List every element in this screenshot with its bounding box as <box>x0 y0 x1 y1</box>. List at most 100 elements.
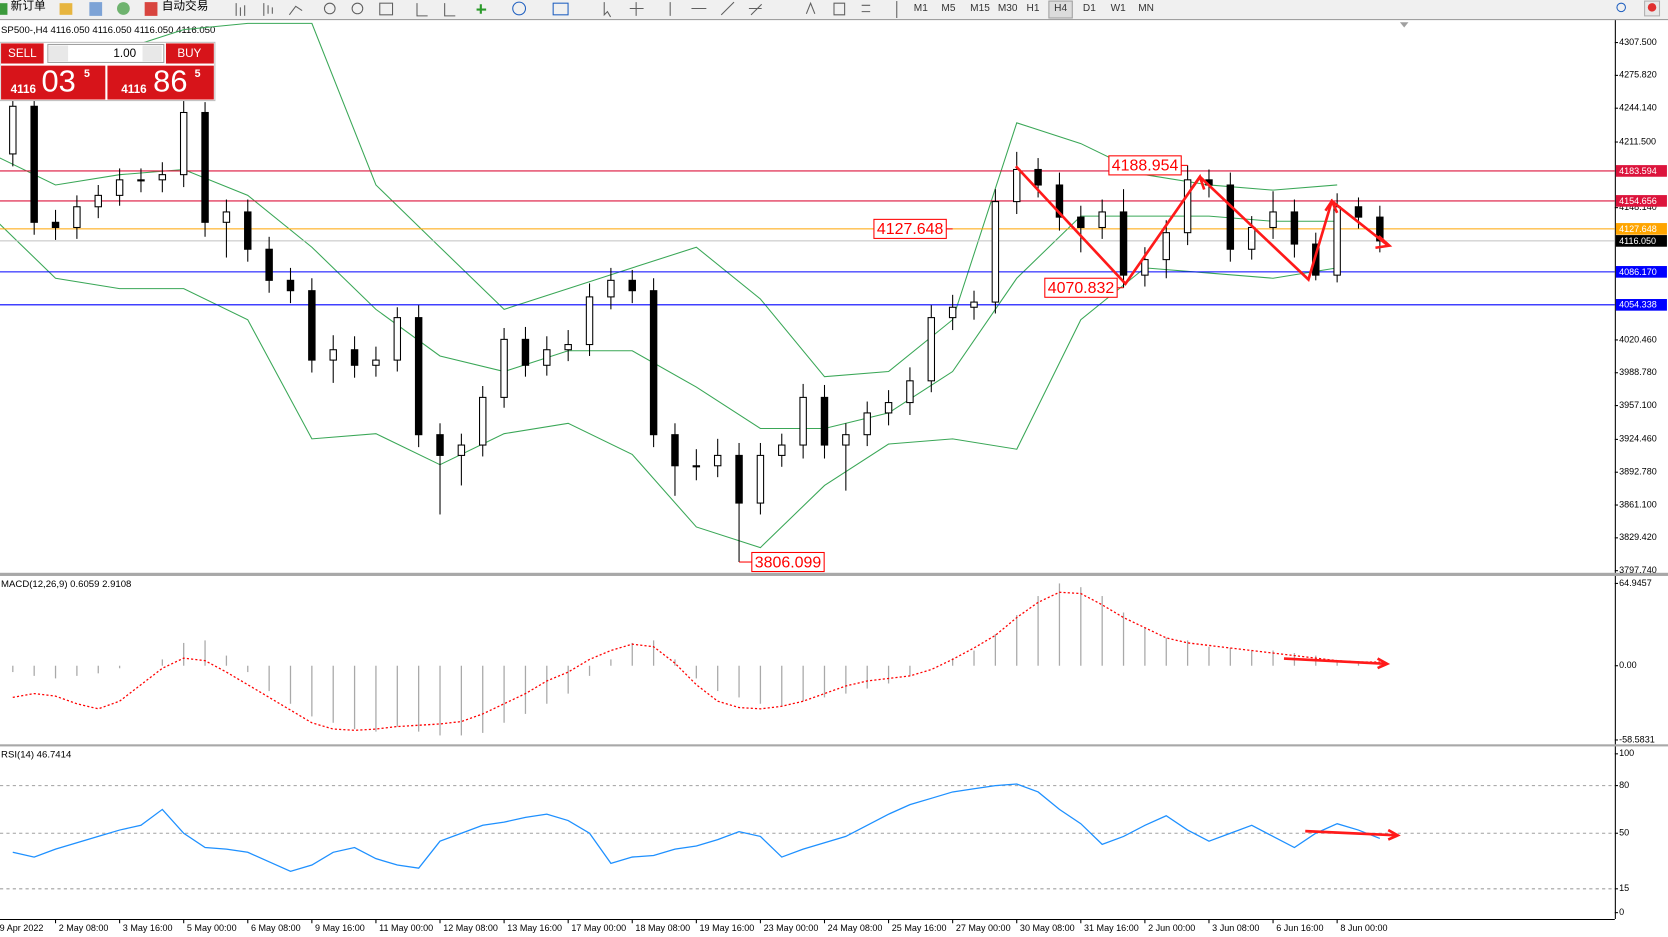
y-tick-label: 80 <box>1619 780 1629 790</box>
timeframe-button[interactable]: M30 <box>998 3 1018 14</box>
tile[interactable] <box>379 2 394 16</box>
candle-body <box>1183 179 1192 234</box>
x-tick-label: 25 May 16:00 <box>892 923 947 933</box>
sell-price-sup[interactable]: 5 <box>84 68 90 80</box>
new-order-icon[interactable] <box>0 3 8 15</box>
volume-down[interactable] <box>48 45 69 62</box>
zoom-out[interactable] <box>351 2 364 15</box>
price-line-tag <box>1615 266 1667 278</box>
x-tick-label: 6 May 08:00 <box>251 923 301 933</box>
candle-body <box>1055 184 1064 218</box>
period[interactable] <box>512 1 527 16</box>
candle-body <box>179 111 188 176</box>
sell-price-main[interactable]: 03 <box>41 64 75 99</box>
candle-body <box>222 211 231 223</box>
timeframe-selected <box>1048 0 1073 19</box>
x-tick-label: 5 May 00:00 <box>187 923 237 933</box>
price-line-label: 4154.656 <box>1619 196 1657 206</box>
candle-body <box>884 402 893 414</box>
price-line-label: 4183.594 <box>1619 166 1657 176</box>
autotrade-icon[interactable] <box>144 2 158 16</box>
candle-body <box>628 279 636 292</box>
candle-body <box>308 290 316 361</box>
sell-price-box[interactable] <box>1 65 106 100</box>
x-tick-label: 27 May 00:00 <box>956 923 1011 933</box>
y-tick-label: 50 <box>1619 828 1629 838</box>
sell-price-big[interactable]: 4116 <box>11 83 37 96</box>
volume-up[interactable] <box>142 45 162 62</box>
text-tools[interactable] <box>805 1 871 16</box>
zoom-in[interactable] <box>323 2 336 15</box>
crosshair[interactable] <box>629 2 644 16</box>
price-line-tag <box>1615 195 1667 207</box>
tool-icon[interactable] <box>235 3 246 16</box>
price-label: 3806.099 <box>755 554 822 571</box>
candle-body <box>115 179 124 196</box>
y-tick-label: -58.5831 <box>1619 734 1655 744</box>
tool-icon[interactable] <box>416 3 456 17</box>
timeframe-button[interactable]: D1 <box>1083 3 1096 14</box>
y-tick-label: 3924.460 <box>1619 434 1657 444</box>
buy-label[interactable]: BUY <box>177 47 201 60</box>
sell-button[interactable] <box>1 43 44 64</box>
buy-price-sup[interactable]: 5 <box>195 68 201 80</box>
toolbar-icon[interactable] <box>59 3 73 15</box>
timeframe-button[interactable]: MN <box>1138 3 1154 14</box>
draw-tools[interactable] <box>669 1 763 16</box>
candle-body <box>51 221 60 229</box>
timeframe-button[interactable]: H4 <box>1054 3 1067 14</box>
candle-body <box>671 434 679 467</box>
y-tick-label: 4275.820 <box>1619 70 1657 80</box>
candle-body <box>94 194 102 208</box>
volume-value[interactable]: 1.00 <box>113 47 136 60</box>
timeframe-button[interactable]: M15 <box>970 3 990 14</box>
cursor[interactable] <box>603 2 612 18</box>
candle-body <box>543 349 551 366</box>
panel-title: MACD(12,26,9) 0.6059 2.9108 <box>1 579 131 590</box>
toolbar-icon[interactable] <box>89 2 103 16</box>
x-tick-label: 31 May 16:00 <box>1084 923 1139 933</box>
timeframe-button[interactable]: H1 <box>1027 3 1040 14</box>
volume-input[interactable] <box>47 43 165 63</box>
toolbar-button-label[interactable]: 自动交易 <box>162 0 209 12</box>
x-tick-label: 13 May 16:00 <box>507 923 562 933</box>
candle-body <box>1333 206 1341 276</box>
candle-body <box>1141 259 1149 276</box>
sell-label[interactable]: SELL <box>8 47 37 60</box>
candle-body <box>970 301 978 308</box>
candle-body <box>329 349 337 361</box>
shift-marker <box>1399 22 1409 28</box>
tool-icon[interactable] <box>288 5 303 16</box>
y-tick-label: 4148.140 <box>1619 202 1657 212</box>
price-line-tag <box>1615 235 1667 247</box>
buy-button[interactable] <box>165 43 214 64</box>
candle-body <box>393 317 402 361</box>
price-line-tag <box>1615 165 1667 177</box>
x-tick-label: 18 May 08:00 <box>635 923 690 933</box>
candle-body <box>137 179 145 182</box>
buy-price-box[interactable] <box>107 65 214 100</box>
toolbar-button-label[interactable]: 新订单 <box>11 0 46 12</box>
tool-icon[interactable] <box>263 3 273 16</box>
x-tick-label: 2 May 08:00 <box>59 923 109 933</box>
y-tick-label: 64.9457 <box>1619 578 1652 588</box>
y-tick-label: 0 <box>1619 907 1624 917</box>
timeframe-button[interactable]: M1 <box>914 3 928 14</box>
template[interactable] <box>552 2 569 16</box>
timeframe-button[interactable]: W1 <box>1111 3 1127 14</box>
arrow-head <box>1375 235 1393 250</box>
timeframe-button[interactable]: M5 <box>941 3 955 14</box>
y-tick-label: 4211.500 <box>1619 136 1656 146</box>
indicator-add[interactable] <box>476 4 487 14</box>
candle-body <box>735 454 743 504</box>
buy-price-big[interactable]: 4116 <box>121 83 147 96</box>
buy-price-main[interactable]: 86 <box>153 64 187 99</box>
candle-body <box>1269 211 1277 229</box>
bollinger-band <box>0 157 1338 430</box>
candle-body <box>30 105 38 223</box>
search[interactable] <box>1616 2 1626 13</box>
y-tick-label: 0.00 <box>1619 660 1637 670</box>
toolbar-icon[interactable] <box>117 2 130 15</box>
candle-body <box>1013 168 1021 203</box>
